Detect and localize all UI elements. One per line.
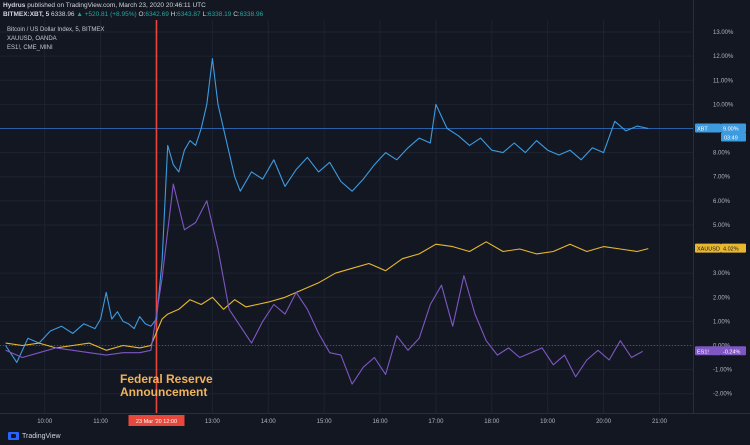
symbol-info: BITMEX:XBT, 5 6338.96 ▲ +520.81 (+8.95%)… xyxy=(3,11,263,18)
high-value: 6343.87 xyxy=(177,11,201,18)
legend-item-xbt[interactable]: Bitcoin / US Dollar Index, 5, BITMEX xyxy=(7,27,105,33)
end-label-bg-xauusd xyxy=(695,243,721,253)
low-label: L: xyxy=(202,11,208,18)
end-label-value-es1: -0.24% xyxy=(723,349,741,355)
series-line-xauusd xyxy=(5,241,649,351)
published-text: published on TradingView.com, March 23, … xyxy=(27,2,206,9)
y-tick-label: 5.00% xyxy=(713,223,731,229)
x-tick-label: 20:00 xyxy=(596,419,612,425)
y-tick-label: 11.00% xyxy=(713,78,734,84)
low-value: 6338.19 xyxy=(207,11,232,18)
x-tick-label: 15:00 xyxy=(317,419,333,425)
x-tick-label: 16:00 xyxy=(373,419,389,425)
fed-annotation-line1: Federal Reserve xyxy=(120,372,213,386)
end-label-name-xbt: XBT xyxy=(697,126,708,132)
x-tick-label: 19:00 xyxy=(540,419,556,425)
y-tick-label: 13.00% xyxy=(713,30,734,36)
x-tick-label: 17:00 xyxy=(428,419,444,425)
end-label-valuebg-xbt xyxy=(721,123,746,133)
last-price: 6338.96 xyxy=(51,11,75,18)
tradingview-logo[interactable]: TradingView xyxy=(8,432,61,440)
end-label-valuebg-xauusd xyxy=(721,243,746,253)
publisher-name[interactable]: Hydrus xyxy=(3,2,26,9)
x-tick-label: 18:00 xyxy=(484,419,500,425)
end-label-name-xauusd: XAUUSD xyxy=(697,247,720,253)
end-label-name-es1: ES1! xyxy=(697,349,709,355)
y-tick-label: 2.00% xyxy=(713,295,731,301)
series-legend: Bitcoin / US Dollar Index, 5, BITMEX XAU… xyxy=(7,26,104,53)
price-change: ▲ +520.81 (+8.95%) xyxy=(76,11,137,18)
x-tick-label: 10:00 xyxy=(37,419,53,425)
close-value: 6338.96 xyxy=(239,11,264,18)
end-label-bg-xbt xyxy=(695,123,721,133)
chart-header: Hydrus published on TradingView.com, Mar… xyxy=(0,0,750,20)
y-tick-label: 8.00% xyxy=(713,151,731,157)
x-tick-label: 14:00 xyxy=(261,419,277,425)
x-tick-label: 13:00 xyxy=(205,419,221,425)
end-label-bg-es1 xyxy=(695,346,721,356)
y-tick-label: 6.00% xyxy=(713,199,731,205)
y-tick-label: -2.00% xyxy=(713,392,733,398)
x-tick-label: 11:00 xyxy=(93,419,108,425)
countdown-bg xyxy=(721,132,746,142)
series-line-es1 xyxy=(5,183,643,385)
y-tick-label: 7.00% xyxy=(713,175,731,181)
close-label: C: xyxy=(233,11,240,18)
fed-annotation-line2: Announcement xyxy=(120,385,208,399)
series-line-xbt xyxy=(5,58,649,363)
open-label: O: xyxy=(138,11,146,18)
legend-item-es1[interactable]: ES1!, CME_MINI xyxy=(7,45,53,51)
publish-info: Hydrus published on TradingView.com, Mar… xyxy=(3,2,206,9)
y-tick-label: 12.00% xyxy=(713,54,734,60)
legend-item-xauusd[interactable]: XAUUSD, OANDA xyxy=(7,36,57,42)
end-label-value-xbt: 9.00% xyxy=(723,126,739,132)
fed-annotation: Federal Reserve Announcement xyxy=(120,373,220,399)
x-tick-label: 21:00 xyxy=(652,419,668,425)
chart-footer: TradingView xyxy=(0,429,750,445)
y-tick-label: 10.00% xyxy=(713,102,734,108)
end-label-valuebg-es1 xyxy=(721,346,746,356)
symbol-name[interactable]: BITMEX:XBT, 5 xyxy=(3,11,50,18)
y-tick-label: 1.00% xyxy=(713,319,731,325)
y-tick-label: -1.00% xyxy=(713,368,733,374)
high-label: H: xyxy=(170,11,178,18)
tradingview-brand: TradingView xyxy=(22,432,61,440)
event-time-label: 23 Mar '20 12:00 xyxy=(136,419,177,425)
end-label-value-xauusd: 4.02% xyxy=(723,247,739,253)
open-value: 6342.69 xyxy=(145,11,169,18)
y-tick-label: 3.00% xyxy=(713,271,731,277)
tradingview-icon xyxy=(8,432,19,440)
event-time-marker xyxy=(128,415,185,426)
bar-countdown: 03:49 xyxy=(724,135,738,141)
